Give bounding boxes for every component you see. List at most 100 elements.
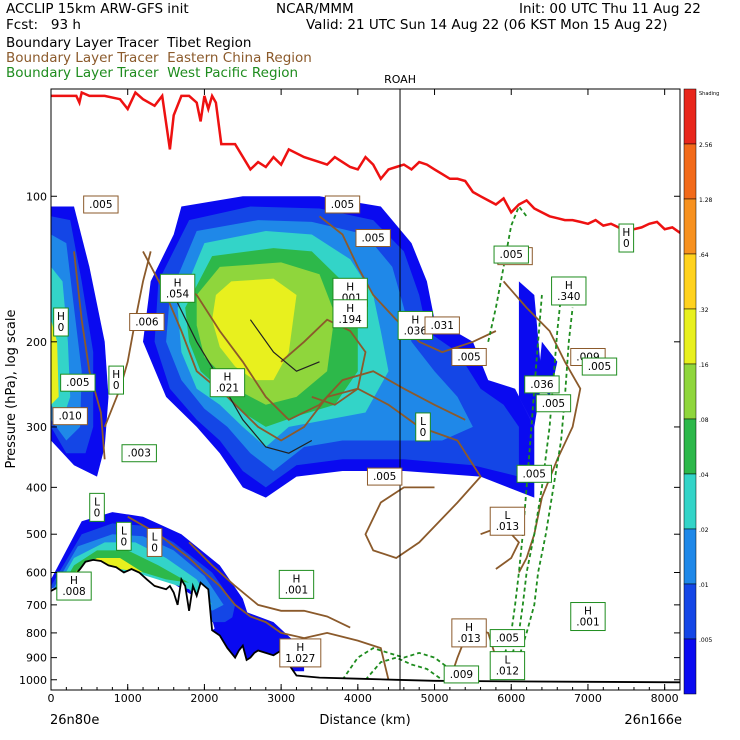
- tracer-contours: [73, 204, 582, 681]
- contour-label-1: .005: [324, 195, 361, 214]
- svg-text:H: H: [296, 642, 304, 654]
- contour-label-23: L0: [415, 412, 431, 442]
- svg-text:0: 0: [94, 507, 101, 519]
- colorbar-segment-2: [683, 198, 697, 255]
- contour-label-0: .005: [83, 195, 119, 214]
- y-tick-label-300: 300: [26, 421, 47, 434]
- colorbar-level-3: .64: [699, 252, 709, 259]
- svg-text:.005: .005: [500, 249, 523, 261]
- colorbar-segment-6: [683, 418, 697, 475]
- y-tick-label-200: 200: [26, 336, 47, 349]
- colorbar-segment-9: [683, 583, 697, 640]
- svg-text:.036: .036: [404, 325, 428, 337]
- svg-text:.340: .340: [557, 291, 580, 303]
- svg-text:.005: .005: [523, 468, 546, 480]
- tracer-legend-west-pacific: Boundary Layer Tracer West Pacific Regio…: [6, 65, 299, 81]
- west-pacific-contour-1: [502, 294, 562, 681]
- contour-label-28: L.013: [489, 506, 526, 536]
- y-tick-label-100: 100: [26, 190, 47, 203]
- svg-text:H: H: [57, 311, 65, 323]
- tracer-legend-eastern-china: Boundary Layer Tracer Eastern China Regi…: [6, 50, 312, 66]
- shading-region-32: [51, 319, 59, 405]
- y-tick-label-500: 500: [26, 528, 47, 541]
- tropopause-line: [51, 90, 680, 234]
- colorbar-segment-0: [683, 88, 697, 145]
- plot-frame: [50, 88, 681, 691]
- svg-text:H: H: [465, 622, 473, 634]
- svg-text:L: L: [121, 525, 127, 537]
- roah-marker: ROAH: [384, 73, 416, 690]
- contour-label-21: .005: [535, 394, 572, 413]
- eastern-china-contour-1: [165, 273, 466, 421]
- header-init-model: ACCLIP 15km ARW-GFS init: [6, 1, 189, 17]
- y-axis-title: Pressure (hPa), log scale: [4, 310, 19, 469]
- colorbar-segment-5: [683, 363, 697, 420]
- x-tick-label-0: 0: [48, 692, 55, 705]
- contour-label-10: H0: [53, 307, 69, 337]
- svg-text:L: L: [152, 531, 158, 543]
- tropopause-polyline: [51, 90, 680, 234]
- svg-text:.013: .013: [496, 521, 519, 533]
- header-init-time: Init: 00 UTC Thu 11 Aug 22: [519, 1, 701, 17]
- colorbar-segment-3: [683, 253, 697, 310]
- tibet-contour-1: [249, 319, 320, 372]
- tibet-contour-0: [173, 294, 313, 454]
- contour-labels: .005.005.005H0.005.005H.054H.001H.340H.1…: [52, 195, 635, 684]
- header-institution: NCAR/MMM: [276, 1, 354, 17]
- x-tick-label-7000: 7000: [574, 692, 602, 705]
- contour-label-5: .005: [493, 245, 529, 264]
- right-endpoint-label: 26n166e: [624, 713, 682, 728]
- colorbar-segment-8: [683, 528, 697, 585]
- contour-label-20: .036: [524, 375, 560, 394]
- colorbar-level-5: .16: [699, 362, 709, 369]
- contour-label-35: .005: [489, 629, 526, 648]
- eastern-china-contour-10: [73, 251, 106, 460]
- colorbar-level-4: .32: [699, 307, 709, 314]
- contour-label-26: .005: [516, 464, 552, 483]
- svg-text:H: H: [112, 369, 120, 381]
- svg-text:L: L: [94, 496, 100, 508]
- svg-text:.005: .005: [66, 377, 89, 389]
- svg-text:L: L: [420, 416, 426, 428]
- svg-text:H: H: [346, 303, 354, 315]
- y-tick-label-700: 700: [26, 599, 47, 612]
- contour-label-33: H.001: [570, 602, 606, 632]
- contour-label-9: H.194: [332, 299, 368, 329]
- contour-label-22: .010: [52, 407, 88, 426]
- eastern-china-contour-6: [188, 541, 351, 629]
- svg-text:H: H: [411, 314, 419, 326]
- y-tick-label-1000: 1000: [19, 674, 47, 687]
- colorbar-segment-10: [683, 638, 697, 695]
- y-tick-label-800: 800: [26, 627, 47, 640]
- svg-text:.054: .054: [166, 288, 190, 300]
- contour-label-18: .005: [60, 373, 96, 392]
- contour-label-30: L0: [116, 521, 132, 551]
- x-tick-label-1000: 1000: [114, 692, 142, 705]
- colorbar-segment-7: [683, 473, 697, 530]
- contour-label-17: H.021: [209, 368, 246, 398]
- svg-text:.003: .003: [128, 448, 151, 460]
- svg-text:H: H: [174, 277, 182, 289]
- west-pacific-contour-5: [487, 204, 528, 342]
- svg-text:.005: .005: [331, 199, 354, 211]
- header-valid-time: Valid: 21 UTC Sun 14 Aug 22 (06 KST Mon …: [306, 17, 668, 33]
- colorbar-level-9: .01: [699, 582, 709, 589]
- svg-text:H: H: [346, 281, 354, 293]
- y-tick-label-900: 900: [26, 652, 47, 665]
- colorbar-segment-1: [683, 143, 697, 200]
- svg-text:.010: .010: [58, 411, 81, 423]
- svg-text:.005: .005: [373, 471, 396, 483]
- svg-text:H: H: [622, 227, 630, 239]
- svg-text:.001: .001: [285, 584, 308, 596]
- contour-label-2: .005: [355, 229, 391, 248]
- svg-text:.005: .005: [457, 351, 480, 363]
- colorbar-level-6: .08: [699, 417, 709, 424]
- svg-text:0: 0: [420, 427, 427, 439]
- contour-label-29: L0: [146, 527, 163, 557]
- svg-text:.031: .031: [431, 320, 454, 332]
- x-tick-label-3000: 3000: [267, 692, 295, 705]
- colorbar-level-10: .005: [699, 637, 713, 644]
- contour-label-25: .005: [366, 467, 403, 486]
- contour-label-36: H1.027: [279, 638, 322, 668]
- contour-label-24: .003: [121, 444, 157, 463]
